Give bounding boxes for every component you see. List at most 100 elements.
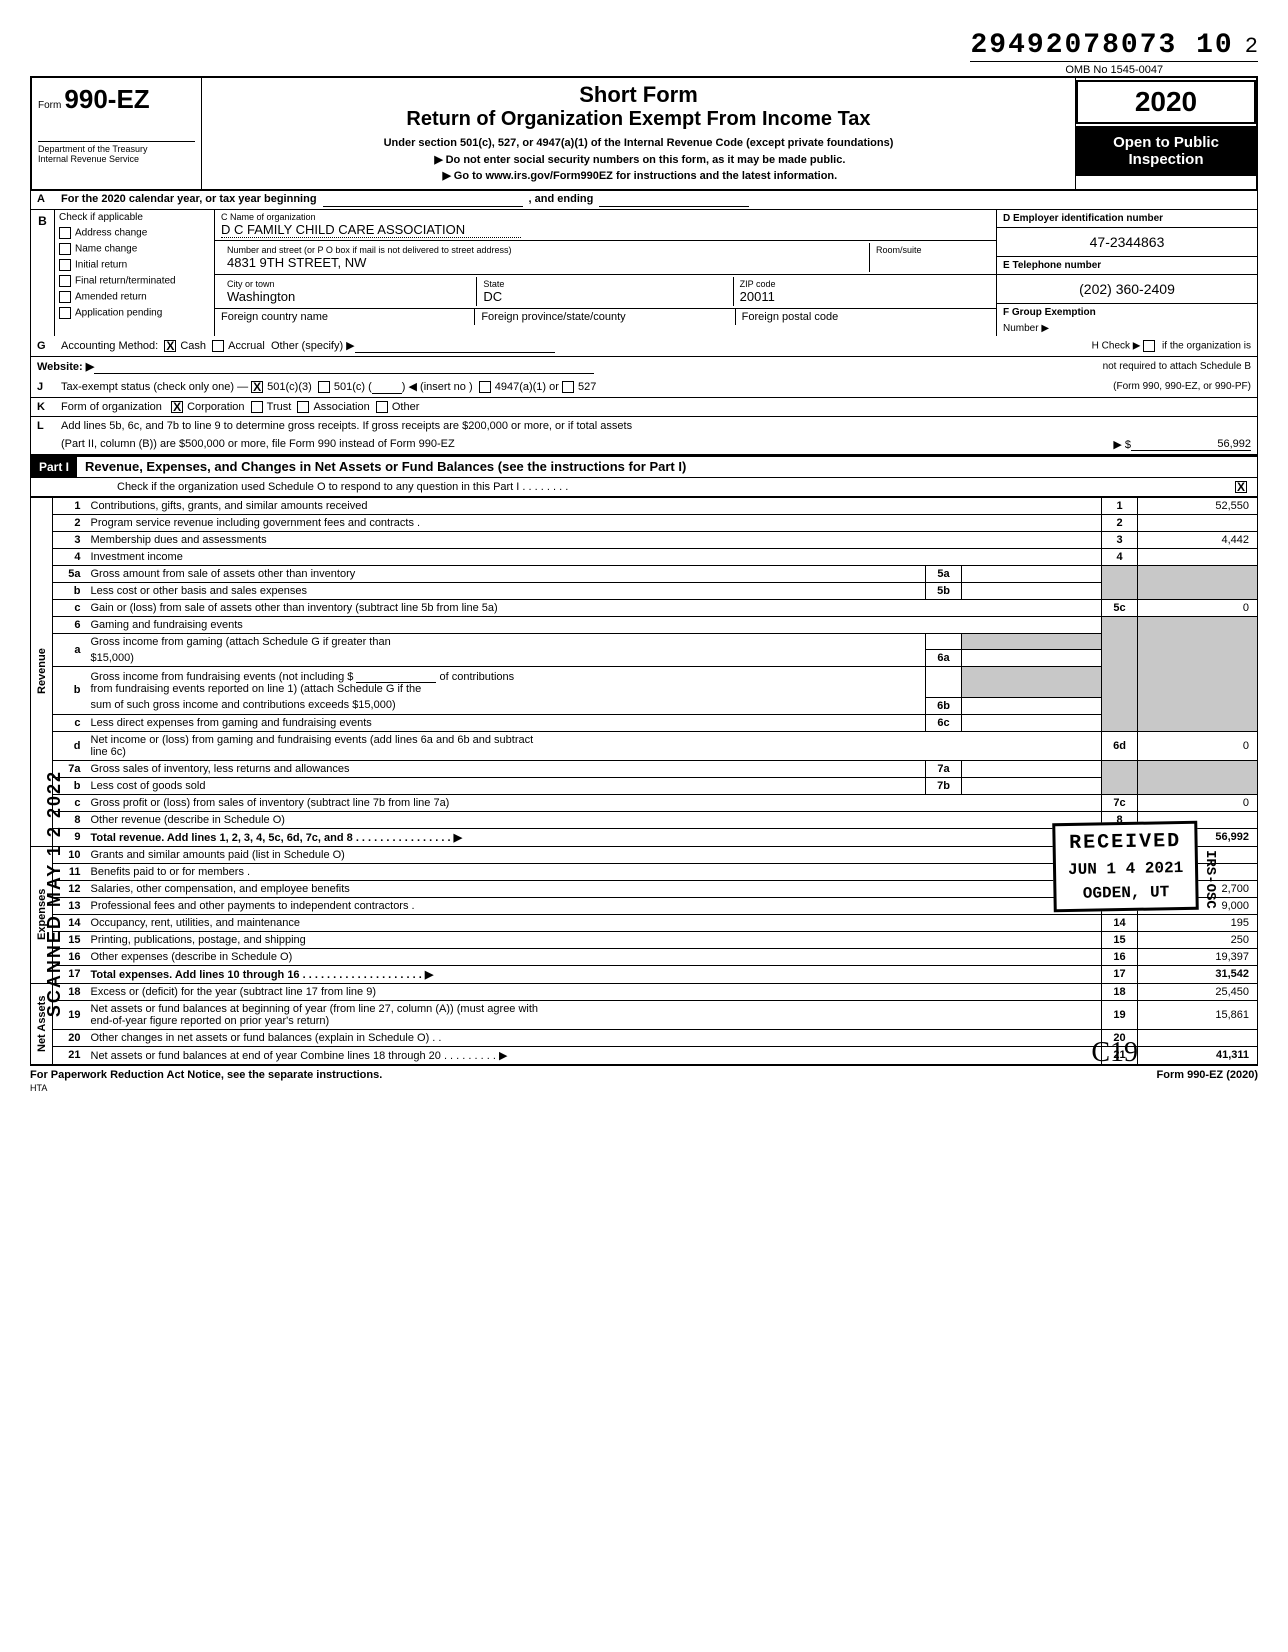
gross-receipts-value: 56,992 [1131, 438, 1251, 451]
chk-527[interactable] [562, 381, 574, 393]
form-id-cell: Form 990-EZ Department of the Treasury I… [32, 78, 202, 189]
lbl-4947a1: 4947(a)(1) or [495, 381, 559, 393]
chk-501c[interactable] [318, 381, 330, 393]
l14-desc: Occupancy, rent, utilities, and maintena… [87, 914, 1102, 931]
row-a: A For the 2020 calendar year, or tax yea… [30, 189, 1258, 210]
chk-amended-return[interactable] [59, 291, 71, 303]
open-public-l1: Open to Public [1080, 134, 1252, 151]
l19-desc1: Net assets or fund balances at beginning… [91, 1003, 539, 1015]
ein-label: D Employer identification number [997, 210, 1257, 228]
title-note-1: Under section 501(c), 527, or 4947(a)(1)… [212, 135, 1065, 152]
paperwork-notice: For Paperwork Reduction Act Notice, see … [30, 1069, 382, 1081]
l6b-desc4: sum of such gross income and contributio… [87, 697, 926, 714]
form-prefix: Form [38, 100, 61, 111]
l17-desc: Total expenses. Add lines 10 through 16 … [87, 965, 1102, 983]
title-cell: Short Form Return of Organization Exempt… [202, 78, 1076, 189]
l5b-mn: 5b [926, 582, 962, 599]
l5a-num: 5a [53, 565, 87, 582]
city-label: City or town [227, 279, 470, 289]
chk-initial-return[interactable] [59, 259, 71, 271]
lbl-527: 527 [578, 381, 596, 393]
l7a-mv [962, 760, 1102, 777]
l6b-desc2: of contributions [440, 671, 515, 683]
chk-accrual[interactable] [212, 340, 224, 352]
serial-suffix: 2 [1245, 34, 1258, 59]
serial-block: 29492078073 10 2 OMB No 1545-0047 [970, 30, 1258, 76]
row-h-label: H Check ▶ [1092, 340, 1141, 351]
l7ab-shade-v [1138, 760, 1258, 794]
lbl-address-change: Address change [75, 227, 147, 238]
chk-trust[interactable] [251, 401, 263, 413]
org-name-value: D C FAMILY CHILD CARE ASSOCIATION [221, 222, 521, 238]
stamp-received-text: RECEIVED [1067, 830, 1183, 855]
row-a-letter: A [37, 193, 61, 207]
city-value: Washington [227, 289, 295, 304]
lbl-501c3: 501(c)(3) [267, 381, 312, 393]
title-note-3: Go to www.irs.gov/Form990EZ for instruct… [454, 170, 837, 182]
foreign-country-label: Foreign country name [221, 311, 328, 323]
open-public-l2: Inspection [1080, 151, 1252, 168]
l6d-desc: Net income or (loss) from gaming and fun… [87, 731, 1102, 760]
l21-val: 41,311 [1138, 1046, 1258, 1064]
chk-address-change[interactable] [59, 227, 71, 239]
l19-desc: Net assets or fund balances at beginning… [87, 1000, 1102, 1029]
stamp-received-date: JUN 1 4 2021 [1068, 859, 1184, 879]
chk-cash[interactable] [164, 340, 176, 352]
l5c-rn: 5c [1102, 599, 1138, 616]
l20-desc: Other changes in net assets or fund bala… [87, 1029, 1102, 1046]
l6b-shade [926, 667, 962, 698]
501c-number-field[interactable] [372, 380, 402, 394]
chk-4947a1[interactable] [479, 381, 491, 393]
stamp-received-loc: OGDEN, UT [1068, 883, 1184, 903]
row-a-text: For the 2020 calendar year, or tax year … [61, 193, 317, 207]
l16-desc: Other expenses (describe in Schedule O) [87, 948, 1102, 965]
l8-desc: Other revenue (describe in Schedule O) [87, 811, 1102, 828]
l20-num: 20 [53, 1029, 87, 1046]
chk-final-return[interactable] [59, 275, 71, 287]
l14-val: 195 [1138, 914, 1258, 931]
l6a-shade-v [962, 633, 1102, 650]
row-l-text1: Add lines 5b, 6c, and 7b to line 9 to de… [61, 420, 632, 432]
hta-mark: HTA [30, 1083, 1258, 1093]
irs-osc-stamp: IRS-OSC [1202, 850, 1218, 909]
chk-association[interactable] [297, 401, 309, 413]
chk-corporation[interactable] [171, 401, 183, 413]
l9-desc: Total revenue. Add lines 1, 2, 3, 4, 5c,… [87, 828, 1102, 846]
col-b-checks: Check if applicable Address change Name … [55, 210, 215, 336]
l6d-val: 0 [1138, 731, 1258, 760]
l6a-mv [962, 650, 1102, 667]
chk-schedule-o-part-i[interactable] [1235, 481, 1247, 493]
tax-year-end-field[interactable] [599, 193, 749, 207]
l6b-contrib-field[interactable] [356, 669, 436, 683]
other-method-field[interactable] [355, 339, 555, 353]
open-to-public: Open to Public Inspection [1076, 126, 1256, 176]
chk-name-change[interactable] [59, 243, 71, 255]
form-footer-id: Form 990-EZ (2020) [1157, 1069, 1258, 1081]
l19-rn: 19 [1102, 1000, 1138, 1029]
chk-schedule-b-not-required[interactable] [1143, 340, 1155, 352]
tax-year-begin-field[interactable] [323, 193, 523, 207]
l20-val [1138, 1029, 1258, 1046]
group-exemption-number: Number ▶ [997, 321, 1257, 336]
lbl-final-return: Final return/terminated [75, 275, 176, 286]
col-d: D Employer identification number 47-2344… [997, 210, 1257, 336]
lbl-other-specify: Other (specify) [271, 340, 343, 352]
l6b-desc1: Gross income from fundraising events (no… [91, 671, 354, 683]
lbl-application-pending: Application pending [75, 307, 162, 318]
row-h-text1: if the organization is [1162, 340, 1251, 351]
title-return: Return of Organization Exempt From Incom… [212, 108, 1065, 131]
l7b-desc: Less cost of goods sold [87, 777, 926, 794]
chk-501c3[interactable] [251, 381, 263, 393]
lbl-corporation: Corporation [187, 401, 244, 413]
chk-other-org[interactable] [376, 401, 388, 413]
omb-number: OMB No 1545-0047 [970, 61, 1258, 76]
l15-desc: Printing, publications, postage, and shi… [87, 931, 1102, 948]
col-b-letter: B [31, 210, 55, 336]
website-field[interactable] [94, 360, 594, 374]
l7a-desc: Gross sales of inventory, less returns a… [87, 760, 926, 777]
zip-label: ZIP code [740, 279, 984, 289]
lbl-association: Association [313, 401, 369, 413]
chk-application-pending[interactable] [59, 307, 71, 319]
l5b-mv [962, 582, 1102, 599]
l6b-desc: Gross income from fundraising events (no… [87, 667, 926, 698]
